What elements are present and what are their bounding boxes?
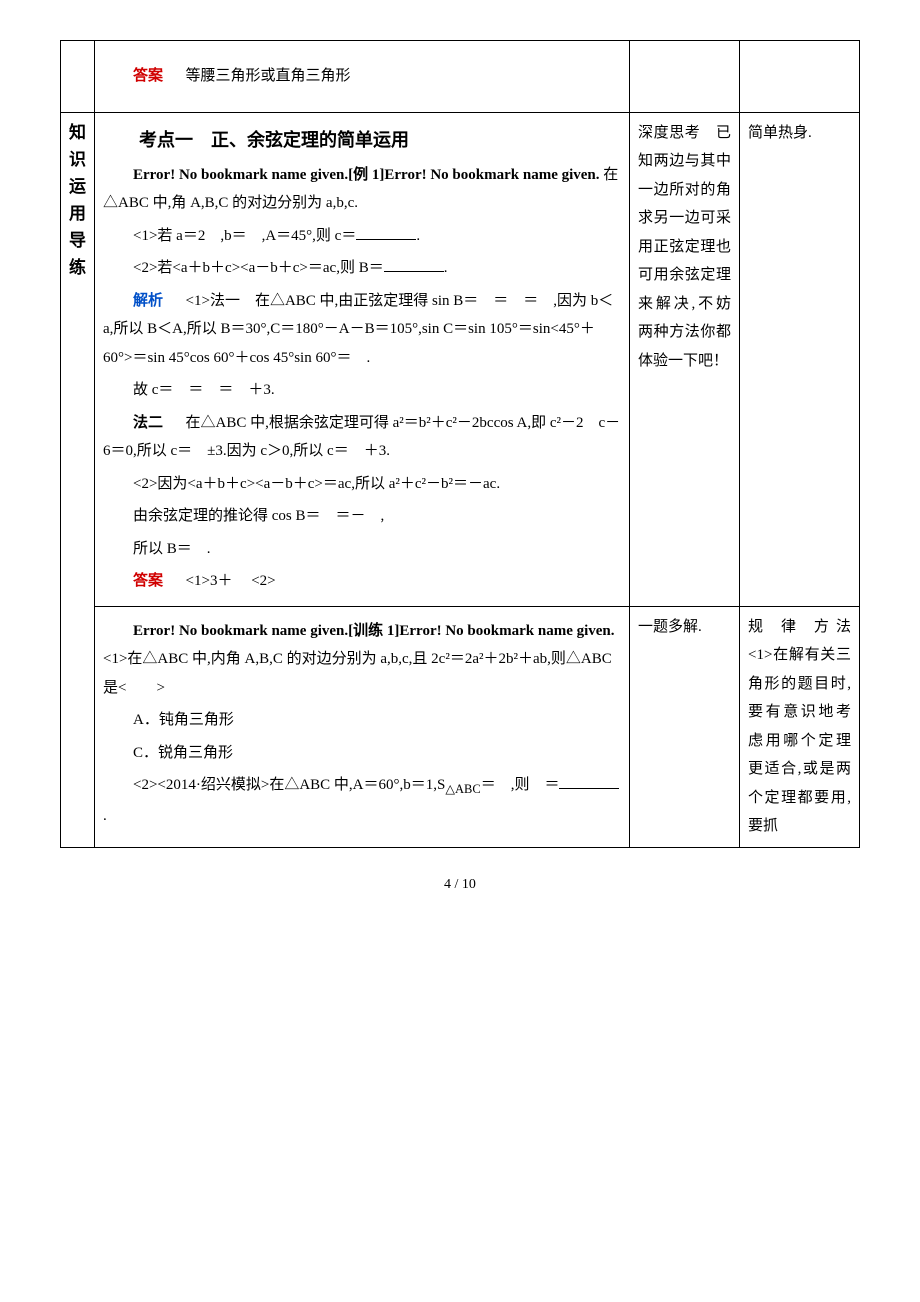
error-text: Error! No bookmark name given.	[399, 623, 614, 639]
answer-blank	[559, 774, 619, 789]
jiexi-label: 解析	[133, 293, 163, 309]
cell-empty-left	[61, 41, 95, 113]
answer-text: 等腰三角形或直角三角形	[186, 68, 351, 84]
so-b-line: 所以 B＝ .	[103, 535, 621, 564]
example-content: 考点一 正、余弦定理的简单运用 Error! No bookmark name …	[95, 112, 630, 606]
cos-b-line: 由余弦定理的推论得 cos B＝ ＝－ ,	[103, 502, 621, 531]
document-table: 答案 等腰三角形或直角三角形 知识运用导练 考点一 正、余弦定理的简单运用 Er…	[60, 40, 860, 848]
example-answer-text: <1>3＋ <2>	[186, 573, 276, 589]
cell-empty-side	[630, 41, 740, 113]
example-1-stem: Error! No bookmark name given.[例 1]Error…	[103, 161, 621, 218]
multi-solution-note: 一题多解.	[630, 606, 740, 847]
sub-question-2: <2>若<a＋b＋c><a－b＋c>＝ac,则 B＝.	[103, 254, 621, 283]
t2-prefix: <2><2014·绍兴模拟>在△ABC 中,A＝60°,b＝1,S	[133, 777, 445, 793]
error-text: Error! No bookmark name given.	[384, 167, 599, 183]
training-content: Error! No bookmark name given.[训练 1]Erro…	[95, 606, 630, 847]
q2-text: <2>若<a＋b＋c><a－b＋c>＝ac,则 B＝	[133, 260, 384, 276]
topic-heading: 考点一 正、余弦定理的简单运用	[103, 123, 621, 157]
right-note: 简单热身.	[740, 112, 860, 606]
deep-thinking-note: 深度思考 已知两边与其中一边所对的角求另一边可采用正弦定理也可用余弦定理来解决,…	[630, 112, 740, 606]
q1-text: <1>若 a＝2 ,b＝ ,A＝45°,则 c＝	[133, 228, 356, 244]
training-sub-2: <2><2014·绍兴模拟>在△ABC 中,A＝60°,b＝1,S△ABC＝ ,…	[103, 771, 621, 830]
cell-answer: 答案 等腰三角形或直角三角形	[95, 41, 630, 113]
example-answer-line: 答案 <1>3＋ <2>	[103, 567, 621, 596]
table-row: Error! No bookmark name given.[训练 1]Erro…	[61, 606, 860, 847]
answer-blank	[384, 257, 444, 272]
sub-question-1: <1>若 a＝2 ,b＝ ,A＝45°,则 c＝.	[103, 222, 621, 251]
t2-mid: ＝ ,则 ＝	[481, 777, 560, 793]
sub-2-body: <2>因为<a＋b＋c><a－b＋c>＝ac,所以 a²＋c²－b²＝－ac.	[103, 470, 621, 499]
example-tag: [例 1]	[348, 167, 384, 183]
error-text: Error! No bookmark name given.	[133, 623, 348, 639]
training-1-stem: Error! No bookmark name given.[训练 1]Erro…	[103, 617, 621, 703]
method-2-label: 法二	[133, 415, 163, 431]
error-text: Error! No bookmark name given.	[133, 167, 348, 183]
solution-method-1: 解析 <1>法一 在△ABC 中,由正弦定理得 sin B＝ ＝ ＝ ,因为 b…	[103, 287, 621, 373]
rule-method-note: 规 律 方法 <1>在解有关三角形的题目时,要有意识地考虑用哪个定理更适合,或是…	[740, 606, 860, 847]
answer-label: 答案	[133, 68, 163, 84]
answer-label: 答案	[133, 573, 163, 589]
answer-blank	[356, 225, 416, 240]
section-vertical-label: 知识运用导练	[61, 112, 95, 847]
table-row: 答案 等腰三角形或直角三角形	[61, 41, 860, 113]
therefore-c-line: 故 c＝ ＝ ＝ ＋3.	[103, 376, 621, 405]
cell-empty-right	[740, 41, 860, 113]
option-a: A．钝角三角形	[103, 706, 621, 735]
answer-line: 答案 等腰三角形或直角三角形	[103, 62, 621, 91]
page-number: 4 / 10	[60, 872, 860, 899]
t2-sub: △ABC	[445, 782, 480, 796]
solution-method-2: 法二 在△ABC 中,根据余弦定理可得 a²＝b²＋c²－2bccos A,即 …	[103, 409, 621, 466]
training-tag: [训练 1]	[348, 623, 399, 639]
option-c: C．锐角三角形	[103, 739, 621, 768]
training-stem-text: <1>在△ABC 中,内角 A,B,C 的对边分别为 a,b,c,且 2c²＝2…	[103, 651, 612, 696]
table-row: 知识运用导练 考点一 正、余弦定理的简单运用 Error! No bookmar…	[61, 112, 860, 606]
